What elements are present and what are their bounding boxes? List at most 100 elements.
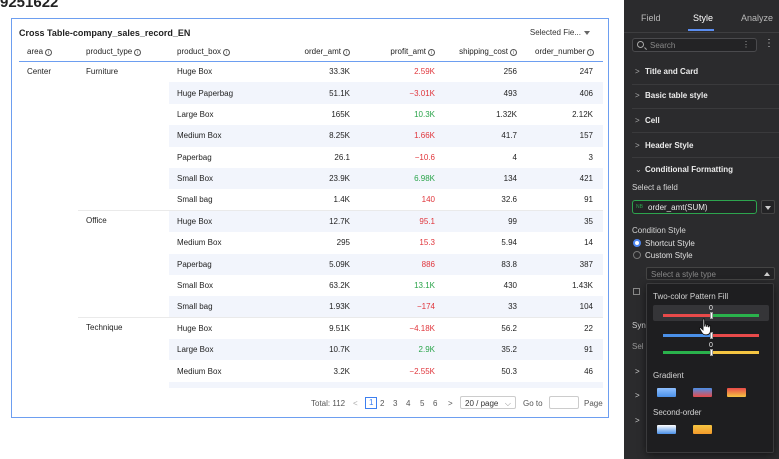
order-number-cell: 14 (584, 238, 593, 248)
gradient-blue-red-swatch[interactable] (693, 388, 712, 397)
radio-shortcut-style[interactable]: Shortcut Style (633, 239, 695, 248)
info-icon[interactable]: i (45, 48, 53, 56)
prev-page-icon[interactable]: < (353, 399, 358, 408)
order-amt-cell: 12.7K (272, 210, 360, 233)
second-order-yellow-swatch[interactable] (693, 425, 712, 434)
style-option-green-yellow[interactable]: 0 (653, 342, 769, 358)
order-amt-cell: 10.7K (272, 339, 360, 361)
slider-knob[interactable] (710, 349, 713, 356)
info-icon[interactable]: i (587, 48, 595, 56)
page-size-value: 20 / page (465, 399, 499, 408)
section-conditional-formatting[interactable]: ⌄ Conditional Formatting (635, 165, 733, 174)
search-options-icon[interactable]: ⋮ (742, 40, 750, 49)
info-icon[interactable]: i (343, 48, 350, 56)
style-type-select[interactable]: Select a style type (646, 267, 775, 280)
product-type-cell: Furniture (86, 66, 119, 76)
chevron-right-icon[interactable]: > (635, 367, 640, 376)
more-options-icon[interactable]: ⋮ (764, 38, 774, 49)
info-icon[interactable]: i (134, 48, 142, 56)
field-dropdown-button[interactable] (761, 200, 775, 214)
shipping-cost-cell: 56.2 (445, 317, 527, 340)
search-placeholder: Search (650, 41, 676, 50)
order-number-cell: 387 (527, 253, 603, 275)
gradient-heading: Gradient (653, 371, 684, 380)
selected-field-label: Selected Fie... (529, 28, 581, 37)
page-2-button[interactable]: 2 (380, 399, 385, 408)
product-box-cell: Small bag (177, 195, 213, 205)
page-4-button[interactable]: 4 (406, 399, 411, 408)
column-header-order-amt[interactable]: order_amt i (272, 43, 360, 62)
next-page-icon[interactable]: > (448, 399, 453, 408)
order-amt-cell: 5.09K (272, 253, 360, 275)
page-partial-title: 9251622 (0, 0, 59, 11)
second-order-blue-swatch[interactable] (657, 425, 676, 434)
order-amt-cell: 1.93K (272, 296, 360, 318)
field-select[interactable]: NB order_amt(SUM) (632, 200, 757, 214)
shipping-cost-cell: 99 (445, 210, 527, 233)
order-number-cell: 247 (579, 67, 593, 77)
gradient-blue-swatch[interactable] (657, 388, 676, 397)
product-box-cell: Huge Paperbag (169, 82, 272, 104)
order-amt-cell: 9.51K (272, 317, 360, 340)
second-order-heading: Second-order (653, 408, 702, 417)
page-size-select[interactable]: 20 / page ⌵ (460, 396, 516, 409)
goto-page-input[interactable] (549, 396, 579, 409)
checkbox[interactable] (633, 288, 640, 295)
style-option-red-green[interactable]: 0 (653, 305, 769, 321)
table-row: Large Box 10.7K 2.9K 35.2 91 (19, 339, 603, 361)
partial-label-sel: Sel (632, 342, 644, 351)
product-box-cell: Large Box (169, 339, 272, 361)
page-1-button[interactable]: 1 (365, 397, 378, 409)
pagination-total: Total: 112 (311, 399, 346, 408)
profit-amt-cell: 140 (421, 195, 435, 205)
table-row: Large Box 165K 10.3K 1.32K 2.12K (19, 104, 603, 125)
radio-custom-style[interactable]: Custom Style (633, 251, 693, 260)
selected-field-dropdown[interactable]: Selected Fie... (530, 28, 590, 37)
info-icon[interactable]: i (223, 48, 231, 56)
chevron-right-icon[interactable]: > (635, 391, 640, 400)
column-header-shipping-cost[interactable]: shipping_cost i (445, 43, 527, 62)
page-3-button[interactable]: 3 (393, 399, 398, 408)
style-option-blue-red[interactable] (653, 325, 769, 341)
column-header-area[interactable]: area i (19, 43, 78, 62)
table-row: Paperbag 5.09K 886 83.8 387 (19, 253, 603, 275)
table-body: Center Furniture Huge Box 33.3K 2.59K 256 247 H… (19, 61, 603, 388)
chevron-down-icon: ⌄ (635, 165, 642, 174)
table-wrapper: area i product_type i product_box i order_a… (19, 43, 603, 388)
profit-amt-cell: −174 (360, 296, 445, 318)
tab-style[interactable]: Style (693, 13, 714, 23)
product-type-cell: Technique (78, 317, 169, 388)
column-header-profit-amt[interactable]: profit_amt i (360, 43, 445, 62)
slider-knob[interactable] (710, 312, 713, 319)
partial-label-syn: Syn (632, 321, 646, 330)
profit-amt-cell: 4.56K (360, 381, 445, 388)
column-header-product-type[interactable]: product_type i (78, 43, 169, 62)
order-number-cell: 104 (527, 296, 603, 318)
more-icon[interactable]: ⋮ (600, 47, 603, 56)
tab-field[interactable]: Field (641, 13, 661, 23)
order-number-cell: 3 (588, 152, 593, 162)
section-basic-table-style[interactable]: > Basic table style (635, 91, 708, 100)
section-title-and-card[interactable]: > Title and Card (635, 67, 699, 76)
column-header-product-box[interactable]: product_box i (169, 43, 272, 62)
product-box-cell: Huge Box (169, 317, 272, 340)
profit-amt-cell: 15.3 (419, 238, 435, 248)
info-icon[interactable]: i (428, 48, 435, 56)
tab-analyze[interactable]: Analyze (741, 13, 774, 23)
section-header-style[interactable]: > Header Style (635, 141, 694, 150)
product-box-cell: Small Box (169, 167, 272, 190)
shipping-cost-cell: 33 (445, 296, 527, 318)
order-number-cell: 421 (527, 167, 603, 190)
info-icon[interactable]: i (510, 48, 517, 56)
page-6-button[interactable]: 6 (433, 399, 438, 408)
chevron-right-icon[interactable]: > (635, 416, 640, 425)
gradient-red-yellow-swatch[interactable] (727, 388, 746, 397)
active-tab-indicator (688, 29, 714, 31)
page-5-button[interactable]: 5 (420, 399, 425, 408)
order-number-cell: 22 (527, 317, 603, 340)
slider-knob[interactable] (710, 332, 713, 339)
search-input[interactable]: Search ⋮ (632, 38, 757, 52)
cross-table: area i product_type i product_box i order_a… (19, 43, 603, 388)
section-cell[interactable]: > Cell (635, 116, 660, 125)
